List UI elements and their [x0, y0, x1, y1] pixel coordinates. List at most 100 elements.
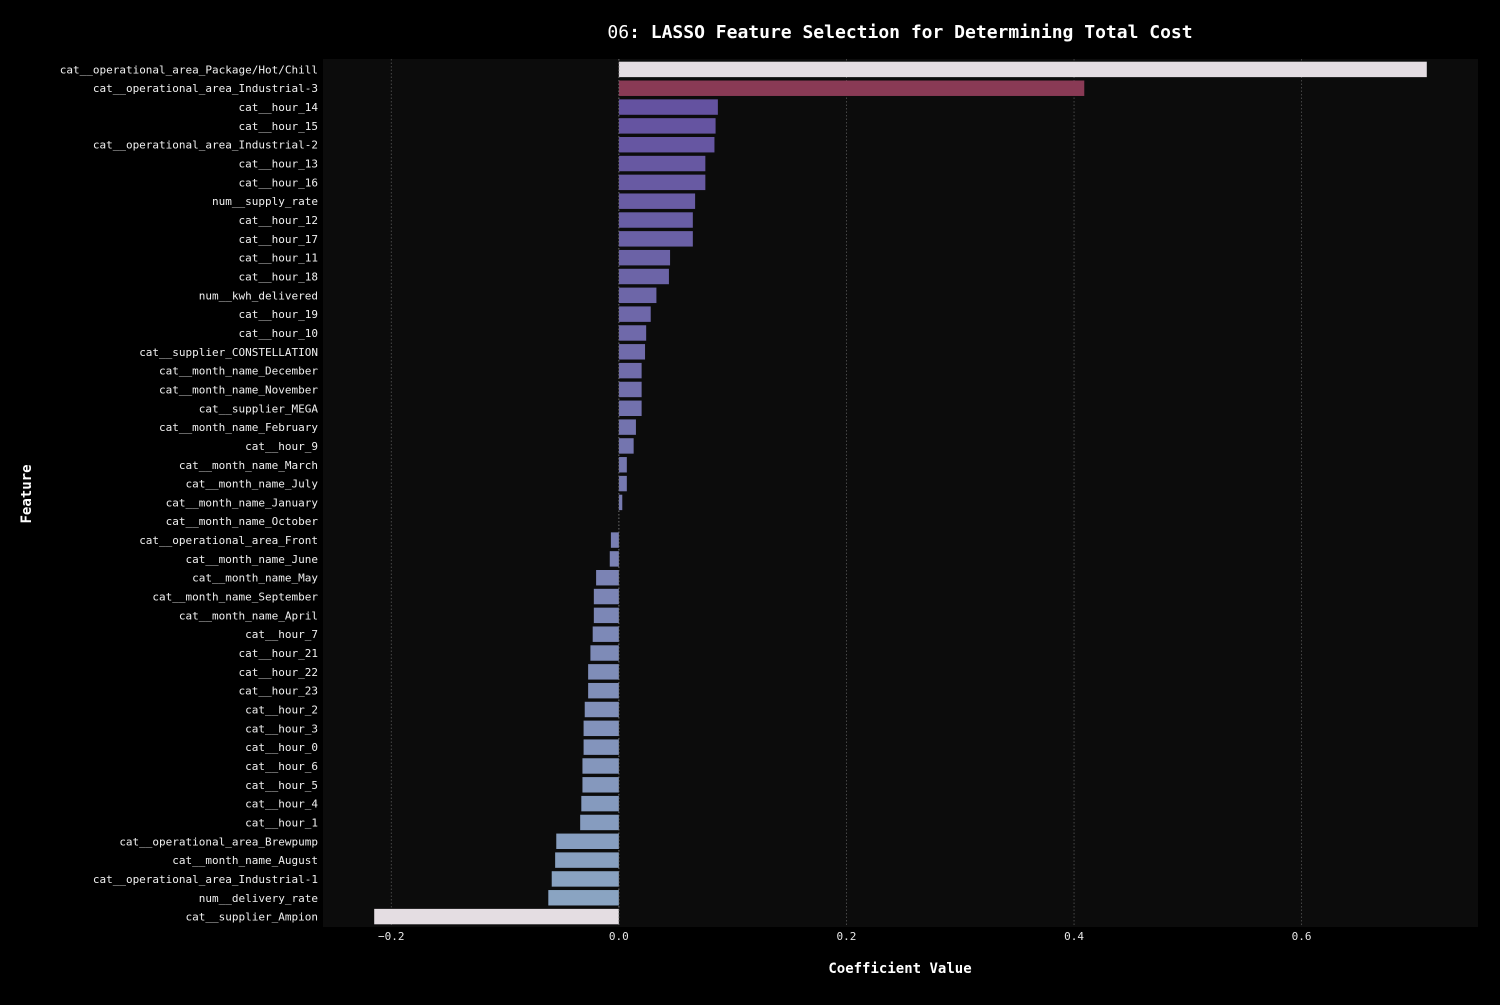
y-category-label: cat__hour_16 — [239, 176, 318, 189]
y-category-label: cat__supplier_MEGA — [199, 402, 319, 415]
bar — [619, 99, 718, 114]
y-axis-title: Feature — [19, 464, 35, 523]
bar — [619, 212, 693, 227]
bar — [594, 589, 619, 604]
y-category-label: cat__month_name_March — [179, 459, 318, 472]
y-category-label: cat__hour_4 — [245, 798, 318, 811]
bar — [619, 457, 627, 472]
bar — [548, 890, 619, 905]
bar — [619, 438, 634, 453]
y-category-label: cat__month_name_December — [159, 365, 318, 378]
y-category-label: cat__month_name_October — [166, 515, 319, 528]
bar — [593, 626, 619, 641]
bar — [374, 909, 619, 924]
bar — [619, 325, 646, 340]
x-tick-label: 0.2 — [837, 930, 857, 943]
y-category-label: cat__operational_area_Industrial-1 — [93, 873, 318, 886]
y-category-label: cat__hour_13 — [239, 158, 318, 171]
y-category-label: cat__hour_15 — [239, 120, 318, 133]
bar — [582, 777, 618, 792]
y-category-label: cat__hour_3 — [245, 722, 318, 735]
bar — [588, 664, 619, 679]
bar — [619, 193, 695, 208]
y-category-label: cat__hour_0 — [245, 741, 318, 754]
y-category-label: cat__hour_23 — [239, 685, 318, 698]
bar — [610, 551, 619, 566]
bar — [590, 645, 618, 660]
bar — [596, 570, 619, 585]
y-category-label: num__supply_rate — [212, 195, 318, 208]
bar — [619, 401, 642, 416]
y-category-label: cat__month_name_July — [186, 478, 319, 491]
y-category-label: cat__hour_6 — [245, 760, 318, 773]
chart-title: 06: LASSO Feature Selection for Determin… — [607, 22, 1192, 43]
y-category-label: cat__month_name_August — [172, 854, 318, 867]
bar — [619, 62, 1427, 77]
bar — [552, 871, 619, 886]
y-category-label: cat__supplier_Ampion — [186, 911, 318, 924]
bar — [580, 815, 619, 830]
y-category-label: cat__hour_1 — [245, 816, 318, 829]
bar — [619, 306, 651, 321]
bar — [584, 739, 619, 754]
bar — [581, 796, 619, 811]
y-category-label: cat__hour_18 — [239, 271, 318, 284]
bar — [619, 476, 627, 491]
y-category-label: cat__operational_area_Industrial-2 — [93, 139, 318, 152]
y-category-label: cat__hour_2 — [245, 704, 318, 717]
bar — [619, 363, 642, 378]
y-category-label: cat__hour_11 — [239, 252, 318, 265]
bar — [584, 721, 619, 736]
y-category-label: cat__hour_9 — [245, 440, 318, 453]
bar — [619, 419, 636, 434]
y-category-label: cat__hour_17 — [239, 233, 318, 246]
bar — [619, 269, 669, 284]
bar — [619, 382, 642, 397]
y-category-label: cat__month_name_May — [192, 572, 318, 585]
y-category-label: cat__hour_12 — [239, 214, 318, 227]
y-category-label: cat__month_name_June — [186, 553, 318, 566]
bar — [619, 344, 645, 359]
y-category-label: cat__hour_21 — [239, 647, 318, 660]
bar — [619, 288, 657, 303]
chart-title-prefix: 06 — [607, 22, 629, 43]
y-category-label: cat__month_name_November — [159, 383, 318, 396]
bar — [611, 532, 619, 547]
y-category-label: cat__month_name_April — [179, 609, 318, 622]
y-category-label: cat__hour_22 — [239, 666, 318, 679]
y-category-label: cat__month_name_February — [159, 421, 318, 434]
bar — [555, 852, 619, 867]
x-tick-label: 0.0 — [609, 930, 629, 943]
y-category-label: cat__hour_10 — [239, 327, 318, 340]
y-category-label: num__delivery_rate — [199, 892, 318, 905]
x-axis-title: Coefficient Value — [828, 961, 971, 977]
y-category-label: cat__operational_area_Front — [139, 534, 318, 547]
y-category-label: cat__operational_area_Brewpump — [119, 835, 318, 848]
bar — [619, 495, 622, 510]
y-category-label: cat__hour_5 — [245, 779, 318, 792]
x-tick-label: −0.2 — [378, 930, 405, 943]
bar — [619, 137, 715, 152]
y-category-label: cat__supplier_CONSTELLATION — [139, 346, 318, 359]
y-category-label: cat__month_name_January — [166, 496, 319, 509]
bar — [619, 156, 705, 171]
plot-area — [323, 59, 1478, 927]
y-category-label: cat__month_name_September — [152, 591, 318, 604]
bar — [594, 608, 619, 623]
bar — [619, 250, 670, 265]
bar — [619, 118, 716, 133]
y-category-label: cat__operational_area_Industrial-3 — [93, 82, 318, 95]
bar — [619, 175, 705, 190]
bar — [582, 758, 618, 773]
y-category-label: cat__hour_7 — [245, 628, 318, 641]
y-category-label: num__kwh_delivered — [199, 289, 318, 302]
bar — [585, 702, 619, 717]
x-tick-label: 0.4 — [1064, 930, 1084, 943]
bar — [619, 81, 1084, 96]
chart-title-text: : LASSO Feature Selection for Determinin… — [629, 22, 1193, 43]
bar — [588, 683, 619, 698]
y-category-label: cat__hour_14 — [239, 101, 319, 114]
y-category-label: cat__hour_19 — [239, 308, 318, 321]
x-tick-label: 0.6 — [1292, 930, 1312, 943]
